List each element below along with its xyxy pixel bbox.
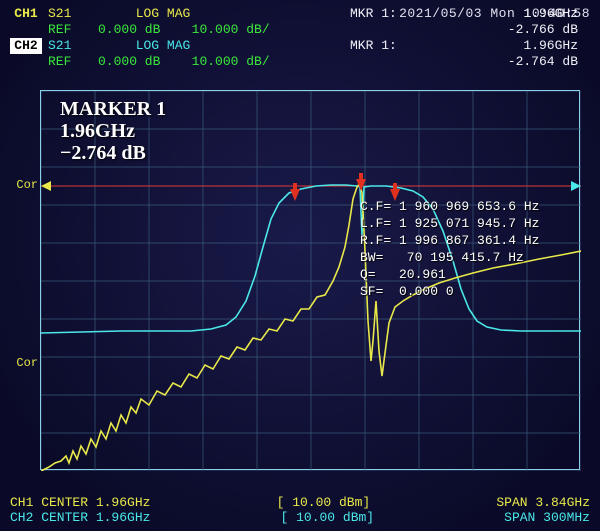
- bandwidth-stats: C.F= 1 960 969 653.6 Hz L.F= 1 925 071 9…: [360, 198, 539, 300]
- footer-readouts: CH1 CENTER 1.96GHz [ 10.00 dBm] SPAN 3.8…: [10, 495, 590, 525]
- ch1-ref-label: REF: [48, 22, 98, 38]
- ch1-center: CH1 CENTER 1.96GHz: [10, 495, 150, 510]
- marker-readout: MARKER 1 1.96GHz −2.764 dB: [60, 98, 166, 164]
- ch1-meas: S21: [48, 6, 98, 22]
- cor-label-2: Cor: [6, 356, 38, 370]
- ch1-mkr-label: MKR 1:: [350, 6, 397, 22]
- marker-title: MARKER 1: [60, 98, 166, 120]
- ch2-ref: 0.000 dB 10.000 dB/: [98, 54, 348, 70]
- ch1-ref-val: 0.000 dB: [98, 22, 160, 37]
- marker-arrows: [290, 173, 400, 201]
- ch2-ref-scale: 10.000 dB/: [192, 54, 270, 69]
- ch1-span: SPAN 3.84GHz: [496, 495, 590, 510]
- header-readouts: CH1 S21 LOG MAG MKR 1: 1.96GHz REF 0.000…: [10, 6, 590, 70]
- spacer: [10, 22, 42, 38]
- ch1-mkr-freq: 1.96GHz: [523, 6, 578, 22]
- ch1-format: LOG MAG: [98, 6, 228, 22]
- marker-val: −2.764 dB: [60, 142, 166, 164]
- ch1-power: [ 10.00 dBm]: [277, 495, 371, 510]
- ch2-center: CH2 CENTER 1.96GHz: [10, 510, 150, 525]
- cor-label-1: Cor: [6, 178, 38, 192]
- ch2-tag[interactable]: CH2: [10, 38, 42, 54]
- ch2-mkr-freq: 1.96GHz: [523, 38, 578, 54]
- ch2-format: LOG MAG: [98, 38, 228, 54]
- ch2-power: [ 10.00 dBm]: [280, 510, 374, 525]
- marker-freq: 1.96GHz: [60, 120, 166, 142]
- ch2-meas: S21: [48, 38, 98, 54]
- ch1-ref-scale: 10.000 dB/: [192, 22, 270, 37]
- ch2-mkr-val: -2.764 dB: [508, 54, 578, 70]
- ref-marker-right: [571, 181, 581, 191]
- ch1-ref: 0.000 dB 10.000 dB/: [98, 22, 348, 38]
- ch2-ref-label: REF: [48, 54, 98, 70]
- ch1-mkr-val: -2.766 dB: [508, 22, 578, 38]
- ch1-tag: CH1: [10, 6, 42, 22]
- ch2-mkr-label: MKR 1:: [350, 38, 397, 54]
- analyzer-screen: { "timestamp": "2021/05/03 Mon 10:40:58"…: [0, 0, 600, 531]
- ch2-span: SPAN 300MHz: [504, 510, 590, 525]
- spacer: [10, 54, 42, 70]
- ch2-ref-val: 0.000 dB: [98, 54, 160, 69]
- ref-marker-left: [41, 181, 51, 191]
